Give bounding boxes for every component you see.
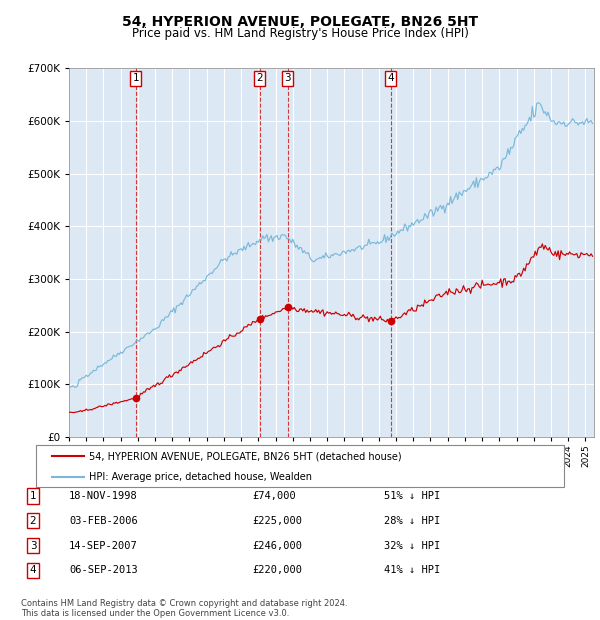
Text: 18-NOV-1998: 18-NOV-1998 <box>69 491 138 501</box>
Text: £246,000: £246,000 <box>252 541 302 551</box>
Text: 1: 1 <box>133 74 139 84</box>
Text: 4: 4 <box>29 565 37 575</box>
Text: 28% ↓ HPI: 28% ↓ HPI <box>384 516 440 526</box>
Text: 3: 3 <box>284 74 291 84</box>
Text: 54, HYPERION AVENUE, POLEGATE, BN26 5HT: 54, HYPERION AVENUE, POLEGATE, BN26 5HT <box>122 16 478 30</box>
Text: 06-SEP-2013: 06-SEP-2013 <box>69 565 138 575</box>
FancyBboxPatch shape <box>36 445 564 487</box>
Text: £220,000: £220,000 <box>252 565 302 575</box>
Text: 3: 3 <box>29 541 37 551</box>
Text: 14-SEP-2007: 14-SEP-2007 <box>69 541 138 551</box>
Text: £74,000: £74,000 <box>252 491 296 501</box>
Text: 32% ↓ HPI: 32% ↓ HPI <box>384 541 440 551</box>
Text: 2: 2 <box>29 516 37 526</box>
Text: 2: 2 <box>257 74 263 84</box>
Text: 41% ↓ HPI: 41% ↓ HPI <box>384 565 440 575</box>
Text: Price paid vs. HM Land Registry's House Price Index (HPI): Price paid vs. HM Land Registry's House … <box>131 27 469 40</box>
Text: HPI: Average price, detached house, Wealden: HPI: Average price, detached house, Weal… <box>89 472 312 482</box>
Text: 4: 4 <box>388 74 394 84</box>
Text: 03-FEB-2006: 03-FEB-2006 <box>69 516 138 526</box>
Text: 54, HYPERION AVENUE, POLEGATE, BN26 5HT (detached house): 54, HYPERION AVENUE, POLEGATE, BN26 5HT … <box>89 451 401 461</box>
Text: Contains HM Land Registry data © Crown copyright and database right 2024.
This d: Contains HM Land Registry data © Crown c… <box>21 599 347 618</box>
Text: 1: 1 <box>29 491 37 501</box>
Text: £225,000: £225,000 <box>252 516 302 526</box>
Text: 51% ↓ HPI: 51% ↓ HPI <box>384 491 440 501</box>
